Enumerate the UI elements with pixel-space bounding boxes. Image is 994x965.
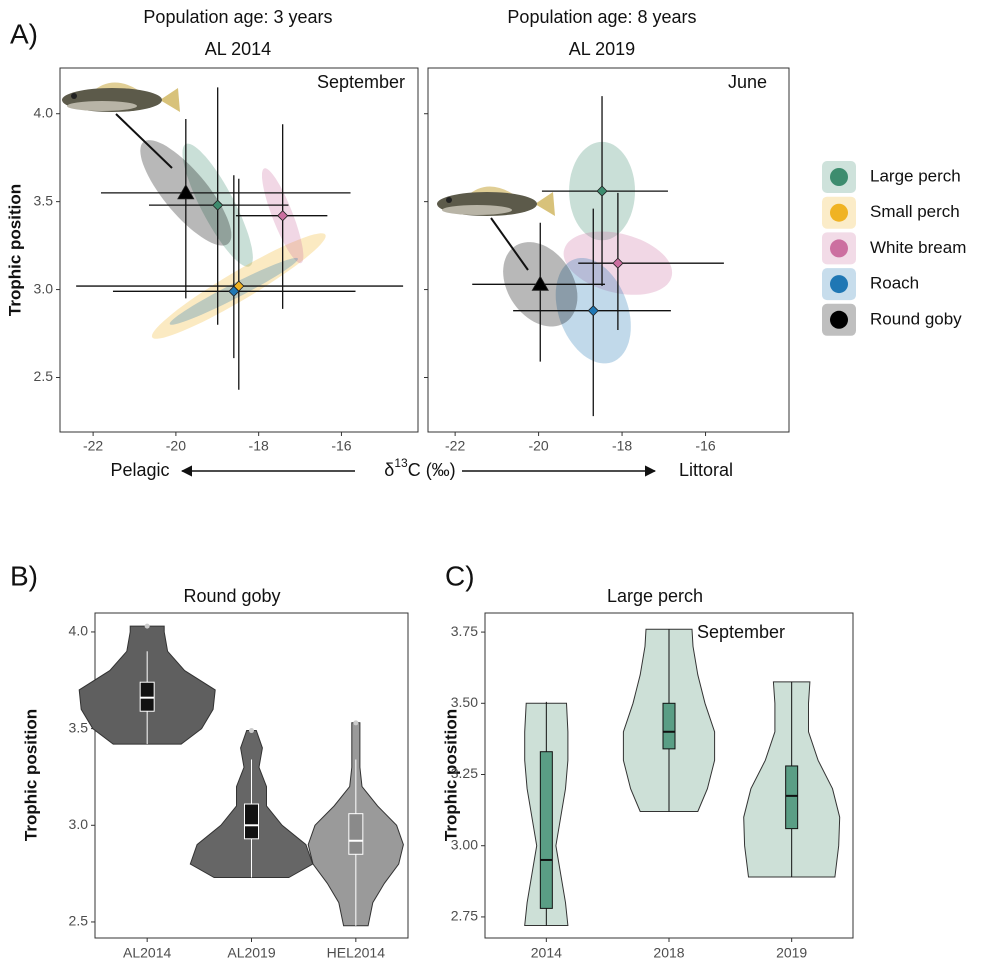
x-tick-label: AL2019 (227, 945, 275, 961)
legend-label: Roach (870, 274, 919, 293)
legend-marker (830, 204, 848, 222)
outlier (145, 624, 150, 629)
x-axis-label: δ13C (‰) (384, 456, 455, 480)
fish-tail (160, 88, 180, 112)
y-tick-label: 4.0 (69, 623, 89, 639)
y-tick-label: 2.5 (69, 913, 89, 929)
y-tick-label: 2.5 (34, 368, 54, 384)
y-tick-label: 3.5 (69, 719, 89, 735)
x-tick-label: -20 (166, 438, 186, 454)
x-tick-label: AL2014 (123, 945, 171, 961)
panel-label: A) (10, 18, 38, 49)
y-axis-label: Trophic position (5, 184, 24, 316)
direction-label: Pelagic (110, 460, 169, 480)
box (786, 766, 798, 829)
y-tick-label: 3.75 (451, 623, 478, 639)
x-tick-label: 2014 (531, 945, 562, 961)
y-tick-label: 3.5 (34, 192, 54, 208)
x-tick-label: -18 (612, 438, 632, 454)
x-tick-label: -16 (695, 438, 715, 454)
legend-marker (830, 239, 848, 257)
x-tick-label: HEL2014 (327, 945, 386, 961)
legend-label: Round goby (870, 309, 962, 328)
direction-label: Littoral (679, 460, 733, 480)
panel-label: B) (10, 560, 38, 591)
month-label: September (317, 72, 405, 92)
x-tick-label: -20 (528, 438, 548, 454)
fish-eye (446, 197, 452, 203)
x-label-part: δ (384, 460, 394, 480)
legend-marker (830, 168, 848, 186)
box (349, 814, 363, 855)
fish-eye (71, 93, 77, 99)
x-label-sup: 13 (394, 456, 408, 470)
fish-belly (442, 205, 512, 215)
box (663, 703, 675, 749)
y-tick-label: 3.00 (451, 836, 478, 852)
y-tick-label: 2.75 (451, 908, 478, 924)
figure: A) B) C) Population age: 3 years AL 2014… (0, 0, 994, 965)
box (245, 804, 259, 839)
x-tick-label: 2019 (776, 945, 807, 961)
fish-tail (535, 192, 555, 216)
chart-title: Round goby (183, 586, 280, 606)
y-tick-label: 3.0 (69, 816, 89, 832)
y-tick-label: 3.0 (34, 280, 54, 296)
chart-subtitle: AL 2014 (205, 39, 271, 59)
legend-marker (830, 275, 848, 293)
y-tick-label: 4.0 (34, 104, 54, 120)
x-tick-label: -22 (83, 438, 103, 454)
x-tick-label: -18 (249, 438, 269, 454)
outlier (353, 720, 358, 725)
x-label-part: C (‰) (408, 460, 456, 480)
x-tick-label: -16 (331, 438, 351, 454)
chart-title: Large perch (607, 586, 703, 606)
ellipses (140, 140, 325, 339)
y-tick-label: 3.25 (451, 765, 478, 781)
chart-subtitle: AL 2019 (569, 39, 635, 59)
outlier (249, 728, 254, 733)
month-label: June (728, 72, 767, 92)
box (540, 752, 552, 909)
ellipses (503, 142, 672, 364)
chart-title: Population age: 3 years (143, 7, 332, 27)
x-tick-label: -22 (445, 438, 465, 454)
x-tick-label: 2018 (653, 945, 684, 961)
chart-title: Population age: 8 years (507, 7, 696, 27)
month-label: September (697, 622, 785, 642)
legend-label: Large perch (870, 166, 961, 185)
legend-label: White bream (870, 238, 966, 257)
legend-label: Small perch (870, 202, 960, 221)
fish-belly (67, 101, 137, 111)
y-tick-label: 3.50 (451, 694, 478, 710)
legend-marker (830, 311, 848, 329)
y-axis-label: Trophic position (21, 709, 40, 841)
panel-label: C) (445, 560, 475, 591)
